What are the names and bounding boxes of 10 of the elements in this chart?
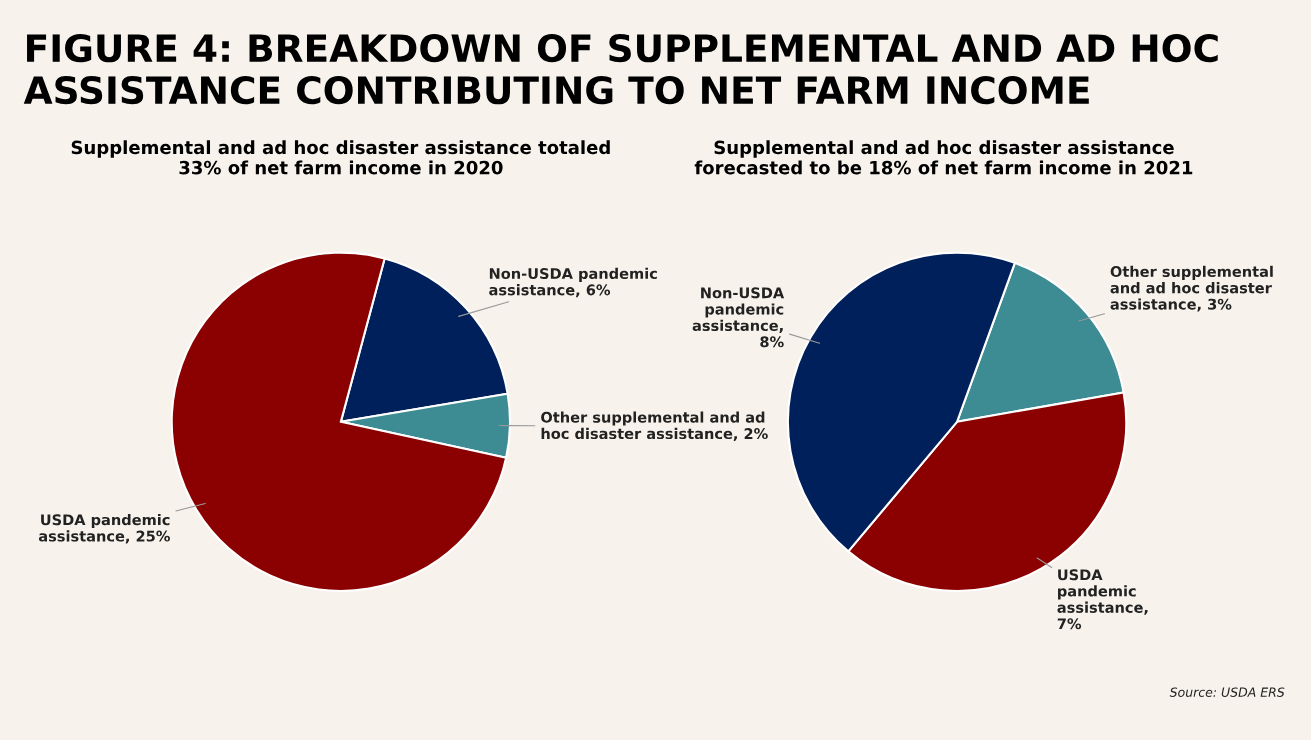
slice-label: USDA pandemic assistance, 25% [38, 513, 170, 544]
slice-label: Non-USDA pandemic assistance, 6% [489, 267, 657, 298]
slice-label: USDA pandemic assistance, 7% [1057, 569, 1148, 630]
source-note: Source: USDA ERS [1169, 687, 1285, 697]
slice-label: Other supplemental and ad hoc disaster assistance, 3% [1110, 265, 1273, 312]
chart-title: FIGURE 4: BREAKDOWN OF SUPPLEMENTAL AND AD HOC ASSISTANCE CONTRIBUTING TO NET FARM INCOME [23, 33, 1218, 105]
slice-label: Other supplemental and ad hoc disaster assistance, 2% [541, 411, 768, 441]
slice-label: Non-USDA pandemic assistance, 8% [692, 287, 785, 348]
chart-subtitle: Supplemental and ad hoc disaster assistance totaled 33% of net farm income in 2020 [71, 140, 610, 175]
chart-subtitle: Supplemental and ad hoc disaster assistance forecasted to be 18% of net farm income in 2021 [694, 140, 1193, 175]
